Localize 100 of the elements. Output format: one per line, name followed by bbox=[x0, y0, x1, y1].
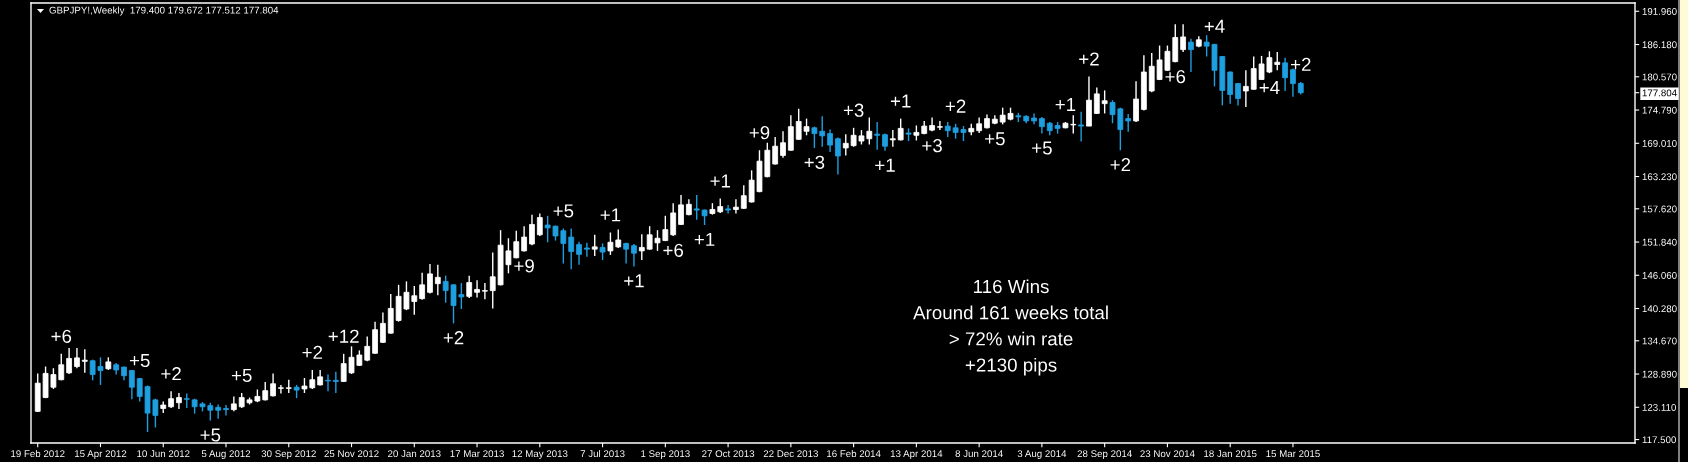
candlestick bbox=[897, 117, 904, 142]
candlestick bbox=[874, 121, 881, 151]
candlestick bbox=[638, 233, 645, 261]
x-tick-label: 15 Mar 2015 bbox=[1266, 450, 1320, 458]
candlestick bbox=[787, 114, 794, 152]
candlestick bbox=[678, 194, 684, 226]
x-tick-label: 22 Dec 2013 bbox=[763, 450, 818, 458]
candlestick bbox=[482, 282, 488, 300]
y-tick-label: 128.890 bbox=[1642, 370, 1677, 378]
candlestick bbox=[332, 370, 339, 394]
candlestick bbox=[1188, 37, 1194, 73]
y-tick-label: 163.230 bbox=[1642, 173, 1677, 181]
candlestick bbox=[1242, 69, 1249, 108]
candlestick bbox=[1078, 111, 1085, 143]
x-tick-label: 7 Jul 2013 bbox=[580, 449, 625, 458]
annotation: +5 bbox=[129, 353, 150, 368]
x-tick-label: 16 Feb 2014 bbox=[827, 449, 881, 458]
candlestick bbox=[372, 320, 378, 355]
annotation: +4 bbox=[1204, 19, 1225, 33]
y-tick-label: 123.110 bbox=[1642, 404, 1676, 411]
x-tick-label: 18 Jan 2015 bbox=[1204, 450, 1257, 458]
y-tick-label: 186.180 bbox=[1642, 41, 1677, 49]
annotation: +1 bbox=[624, 274, 644, 288]
annotation: +4 bbox=[1259, 81, 1280, 94]
x-tick-label: 10 Jun 2012 bbox=[137, 450, 190, 458]
candlestick bbox=[1093, 86, 1100, 115]
annotation: +2130 pips bbox=[965, 357, 1057, 376]
annotation: +5 bbox=[985, 132, 1005, 146]
candlestick bbox=[427, 263, 433, 295]
x-tick-label: 12 May 2013 bbox=[512, 450, 568, 460]
annotation: +1 bbox=[600, 208, 621, 222]
x-tick-label: 15 Apr 2012 bbox=[75, 450, 127, 460]
annotation: +12 bbox=[328, 329, 359, 343]
candlestick bbox=[419, 272, 426, 301]
annotation: +5 bbox=[231, 368, 252, 383]
y-tick-label: 191.960 bbox=[1642, 8, 1677, 15]
y-tick-label: 177.804 bbox=[1642, 89, 1677, 97]
candlestick bbox=[725, 204, 731, 215]
annotation: +2 bbox=[945, 99, 966, 113]
candlestick bbox=[670, 202, 677, 237]
x-tick-label: 1 Sep 2013 bbox=[641, 450, 690, 460]
candlestick bbox=[591, 234, 598, 257]
annotation: +1 bbox=[694, 232, 715, 246]
candlestick bbox=[1101, 89, 1108, 115]
annotation: +6 bbox=[51, 329, 72, 343]
candlestick bbox=[842, 133, 849, 157]
annotation: +2 bbox=[302, 345, 323, 359]
candlestick bbox=[529, 213, 535, 246]
candlestick bbox=[380, 311, 386, 344]
chart-title: GBPJPY!,Weekly 179.400 179.672 177.512 177.804 bbox=[49, 6, 279, 16]
candlestick bbox=[733, 198, 739, 215]
candlestick bbox=[74, 347, 80, 369]
candlestick bbox=[827, 128, 833, 153]
candlestick bbox=[1282, 56, 1288, 92]
candlestick bbox=[631, 243, 637, 268]
candlestick bbox=[364, 335, 371, 363]
annotation: +3 bbox=[804, 155, 825, 169]
candlestick bbox=[128, 369, 135, 400]
annotation: +6 bbox=[663, 243, 684, 257]
annotation: +2 bbox=[1110, 157, 1131, 172]
annotation: +3 bbox=[922, 138, 942, 153]
candlestick bbox=[1180, 23, 1186, 53]
annotation: +6 bbox=[1165, 69, 1186, 84]
candlestick bbox=[889, 129, 896, 148]
x-tick-label: 20 Jan 2013 bbox=[388, 450, 441, 458]
annotation: +9 bbox=[514, 259, 534, 273]
y-tick-label: 169.010 bbox=[1642, 140, 1677, 147]
candlestick bbox=[1133, 80, 1139, 123]
annotation: +3 bbox=[843, 103, 864, 117]
candlestick bbox=[835, 136, 841, 176]
x-tick-label: 3 Aug 2014 bbox=[1017, 450, 1067, 460]
candlestick bbox=[521, 225, 528, 253]
annotation: 116 Wins bbox=[974, 279, 1049, 294]
annotation: > 72% win rate bbox=[949, 331, 1073, 346]
x-tick-label: 25 Nov 2012 bbox=[324, 450, 379, 458]
annotation: +2 bbox=[161, 367, 181, 381]
y-tick-label: 151.840 bbox=[1642, 238, 1677, 246]
x-tick-label: 28 Sep 2014 bbox=[1077, 450, 1132, 460]
candlestick bbox=[278, 384, 284, 395]
candlestick bbox=[66, 347, 72, 375]
y-tick-label: 146.060 bbox=[1642, 272, 1677, 279]
candlestick bbox=[466, 274, 473, 299]
y-tick-label: 140.280 bbox=[1642, 305, 1677, 313]
candlestick bbox=[1227, 70, 1234, 105]
annotation: +5 bbox=[1032, 141, 1052, 155]
annotation: +1 bbox=[1055, 98, 1076, 111]
x-tick-label: 8 Jun 2014 bbox=[955, 450, 1003, 458]
candlestick bbox=[215, 403, 222, 420]
x-tick-label: 30 Sep 2012 bbox=[261, 450, 316, 460]
candlestick bbox=[772, 136, 779, 166]
annotation: +9 bbox=[749, 126, 770, 140]
annotation: +5 bbox=[200, 428, 221, 442]
candlestick bbox=[81, 348, 88, 374]
annotation: +5 bbox=[553, 204, 574, 218]
candlestick bbox=[568, 227, 575, 270]
y-tick-label: 174.790 bbox=[1642, 106, 1677, 114]
candlestick bbox=[576, 240, 582, 266]
x-tick-label: 19 Feb 2012 bbox=[11, 449, 65, 458]
y-tick-label: 134.670 bbox=[1642, 337, 1677, 345]
candlestick bbox=[474, 279, 480, 299]
